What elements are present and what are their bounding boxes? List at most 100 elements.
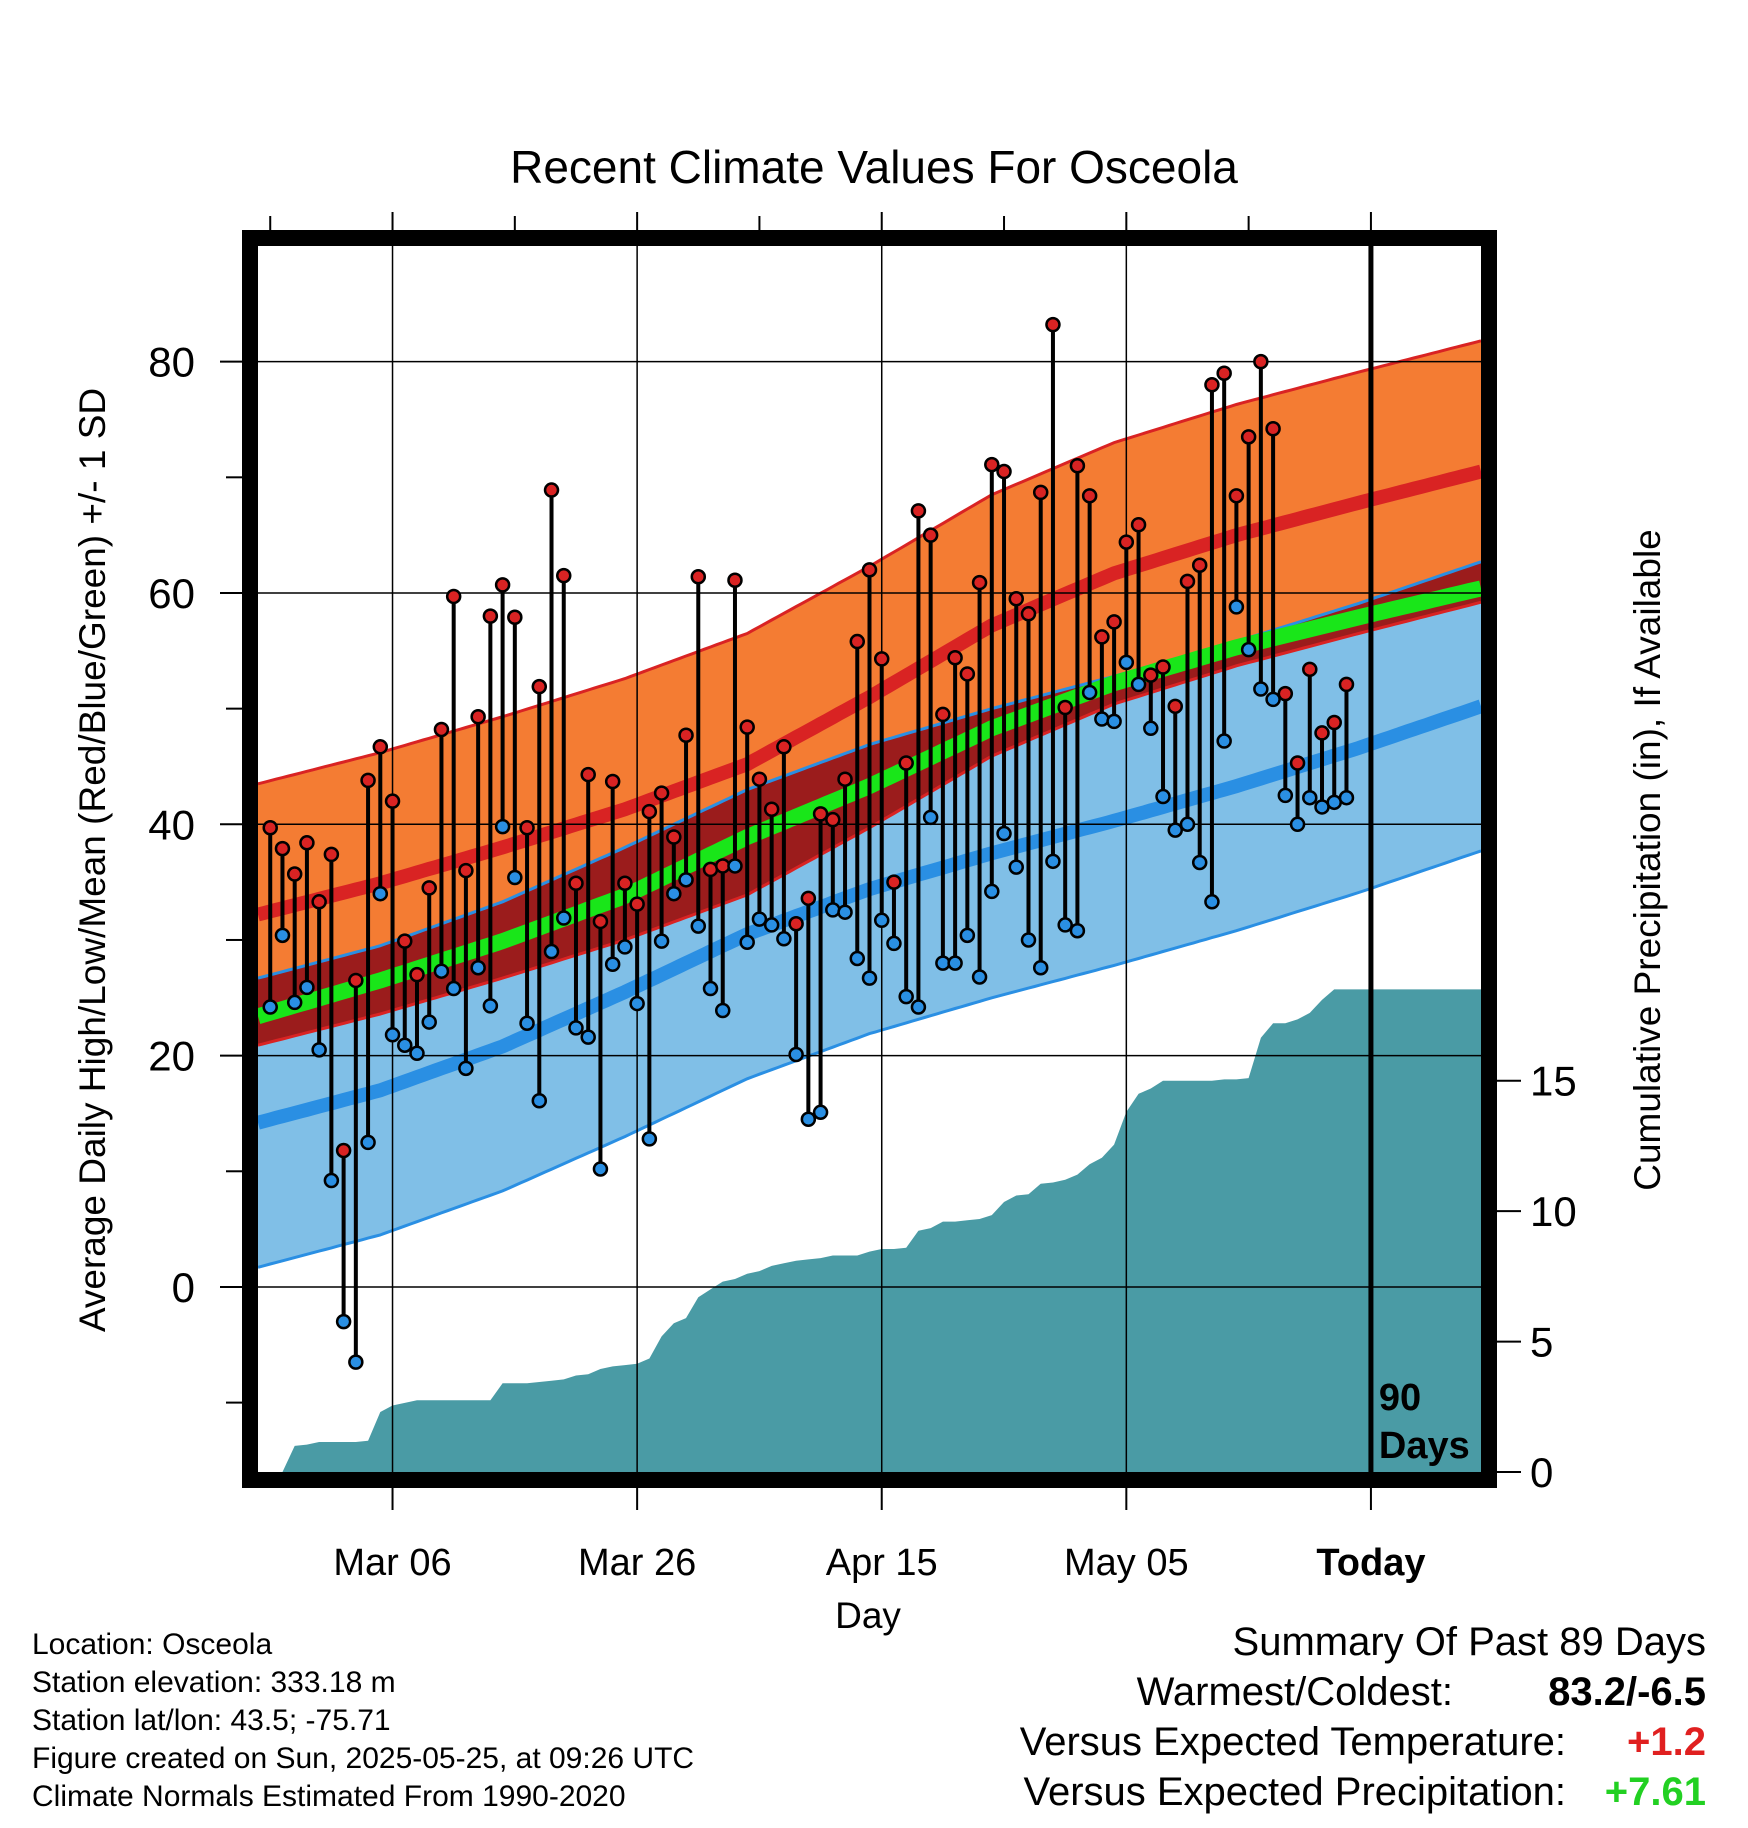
normals-source-text: Climate Normals Estimated From 1990-2020 — [32, 1780, 626, 1813]
x-tick-label: May 05 — [1064, 1542, 1189, 1584]
low-point — [666, 885, 682, 902]
high-point — [262, 820, 278, 836]
low-point — [1253, 681, 1269, 697]
low-point — [825, 902, 841, 918]
high-point — [812, 806, 829, 822]
low-point — [702, 980, 719, 997]
low-point — [739, 934, 755, 951]
low-point — [1240, 641, 1257, 658]
low-point — [947, 955, 963, 971]
high-point — [433, 721, 450, 738]
low-point — [494, 818, 511, 835]
daily-points — [262, 316, 1355, 1370]
x-tick-label: Apr 15 — [826, 1542, 938, 1584]
low-point — [1045, 853, 1061, 870]
high-point — [580, 766, 596, 783]
low-point — [861, 970, 878, 986]
low-point — [1204, 894, 1220, 910]
today-days-label: Days — [1379, 1425, 1470, 1467]
temp-versus-label: Versus Expected Temperature: — [1019, 1720, 1566, 1764]
high-point — [1204, 377, 1220, 393]
low-point — [800, 1111, 817, 1127]
low-point — [776, 931, 792, 947]
low-point — [397, 1037, 413, 1053]
low-point — [568, 1020, 584, 1036]
x-tick-label: Today — [1316, 1542, 1425, 1584]
low-point — [922, 809, 939, 826]
low-point — [1081, 684, 1098, 701]
high-point — [690, 569, 707, 585]
low-point — [348, 1354, 364, 1370]
high-point — [1143, 667, 1159, 683]
high-point — [1253, 353, 1269, 370]
high-point — [1265, 420, 1281, 437]
low-point — [543, 943, 560, 960]
high-point — [397, 933, 413, 949]
location-text: Location: Osceola — [32, 1628, 273, 1661]
high-point — [568, 875, 584, 892]
high-point — [1277, 685, 1294, 702]
low-point — [996, 825, 1012, 842]
plot-frame — [242, 230, 1497, 1488]
high-point — [604, 773, 621, 790]
high-point — [666, 829, 682, 845]
today-days-label: 90 — [1379, 1377, 1421, 1419]
low-point — [1167, 822, 1183, 838]
y-left-tick-label: 0 — [172, 1264, 195, 1311]
low-point — [837, 904, 853, 920]
high-point — [922, 527, 939, 543]
low-point — [311, 1042, 327, 1058]
high-point — [1106, 614, 1122, 630]
low-point — [1143, 720, 1159, 737]
cumulative-precip-area — [258, 989, 1481, 1472]
x-tick-label: Mar 06 — [333, 1542, 451, 1584]
high-point — [372, 739, 389, 755]
y-right-axis-label: Cumulative Precipitation (in), If Availa… — [1627, 529, 1668, 1191]
low-point — [458, 1060, 474, 1077]
low-point — [1289, 816, 1306, 833]
high-point — [1069, 458, 1086, 474]
low-point — [1069, 922, 1086, 939]
low-point — [763, 917, 780, 933]
low-point — [690, 918, 707, 934]
temp-versus-value: +1.2 — [1627, 1720, 1706, 1764]
low-point — [873, 912, 890, 929]
latlon-text: Station lat/lon: 43.5; -75.71 — [32, 1704, 391, 1737]
high-point — [1240, 429, 1257, 445]
y-left-tick-label: 20 — [148, 1033, 195, 1080]
high-point — [849, 633, 866, 650]
low-point — [678, 872, 694, 888]
low-point — [886, 935, 902, 952]
high-point — [1289, 755, 1306, 771]
high-point — [910, 503, 927, 519]
y-right-tick-label: 10 — [1530, 1188, 1577, 1235]
low-point — [507, 869, 523, 886]
high-point — [702, 861, 719, 878]
low-point — [898, 988, 914, 1005]
low-point — [335, 1313, 352, 1330]
high-point — [1179, 573, 1196, 590]
high-point — [898, 755, 914, 771]
high-point — [1008, 591, 1025, 607]
high-point — [1118, 534, 1135, 550]
high-point — [1326, 714, 1342, 731]
low-point — [1265, 691, 1281, 708]
high-point — [678, 727, 694, 743]
high-point — [458, 862, 474, 879]
axis-labels: 0 20 40 60 80 0 5 10 15 Mar 06 Mar 26 Apr 15 May 05 T… — [72, 339, 1668, 1584]
low-point — [1191, 854, 1208, 871]
high-point — [959, 666, 976, 682]
low-point — [433, 963, 450, 979]
low-point — [849, 950, 866, 967]
low-point — [531, 1092, 548, 1109]
low-point — [812, 1104, 829, 1121]
high-point — [348, 972, 364, 989]
precip-area — [258, 989, 1481, 1472]
low-point — [1302, 789, 1318, 806]
high-point — [873, 651, 890, 667]
low-point — [409, 1045, 425, 1062]
low-point — [519, 1015, 535, 1031]
high-point — [984, 456, 1000, 473]
high-point — [751, 771, 768, 787]
